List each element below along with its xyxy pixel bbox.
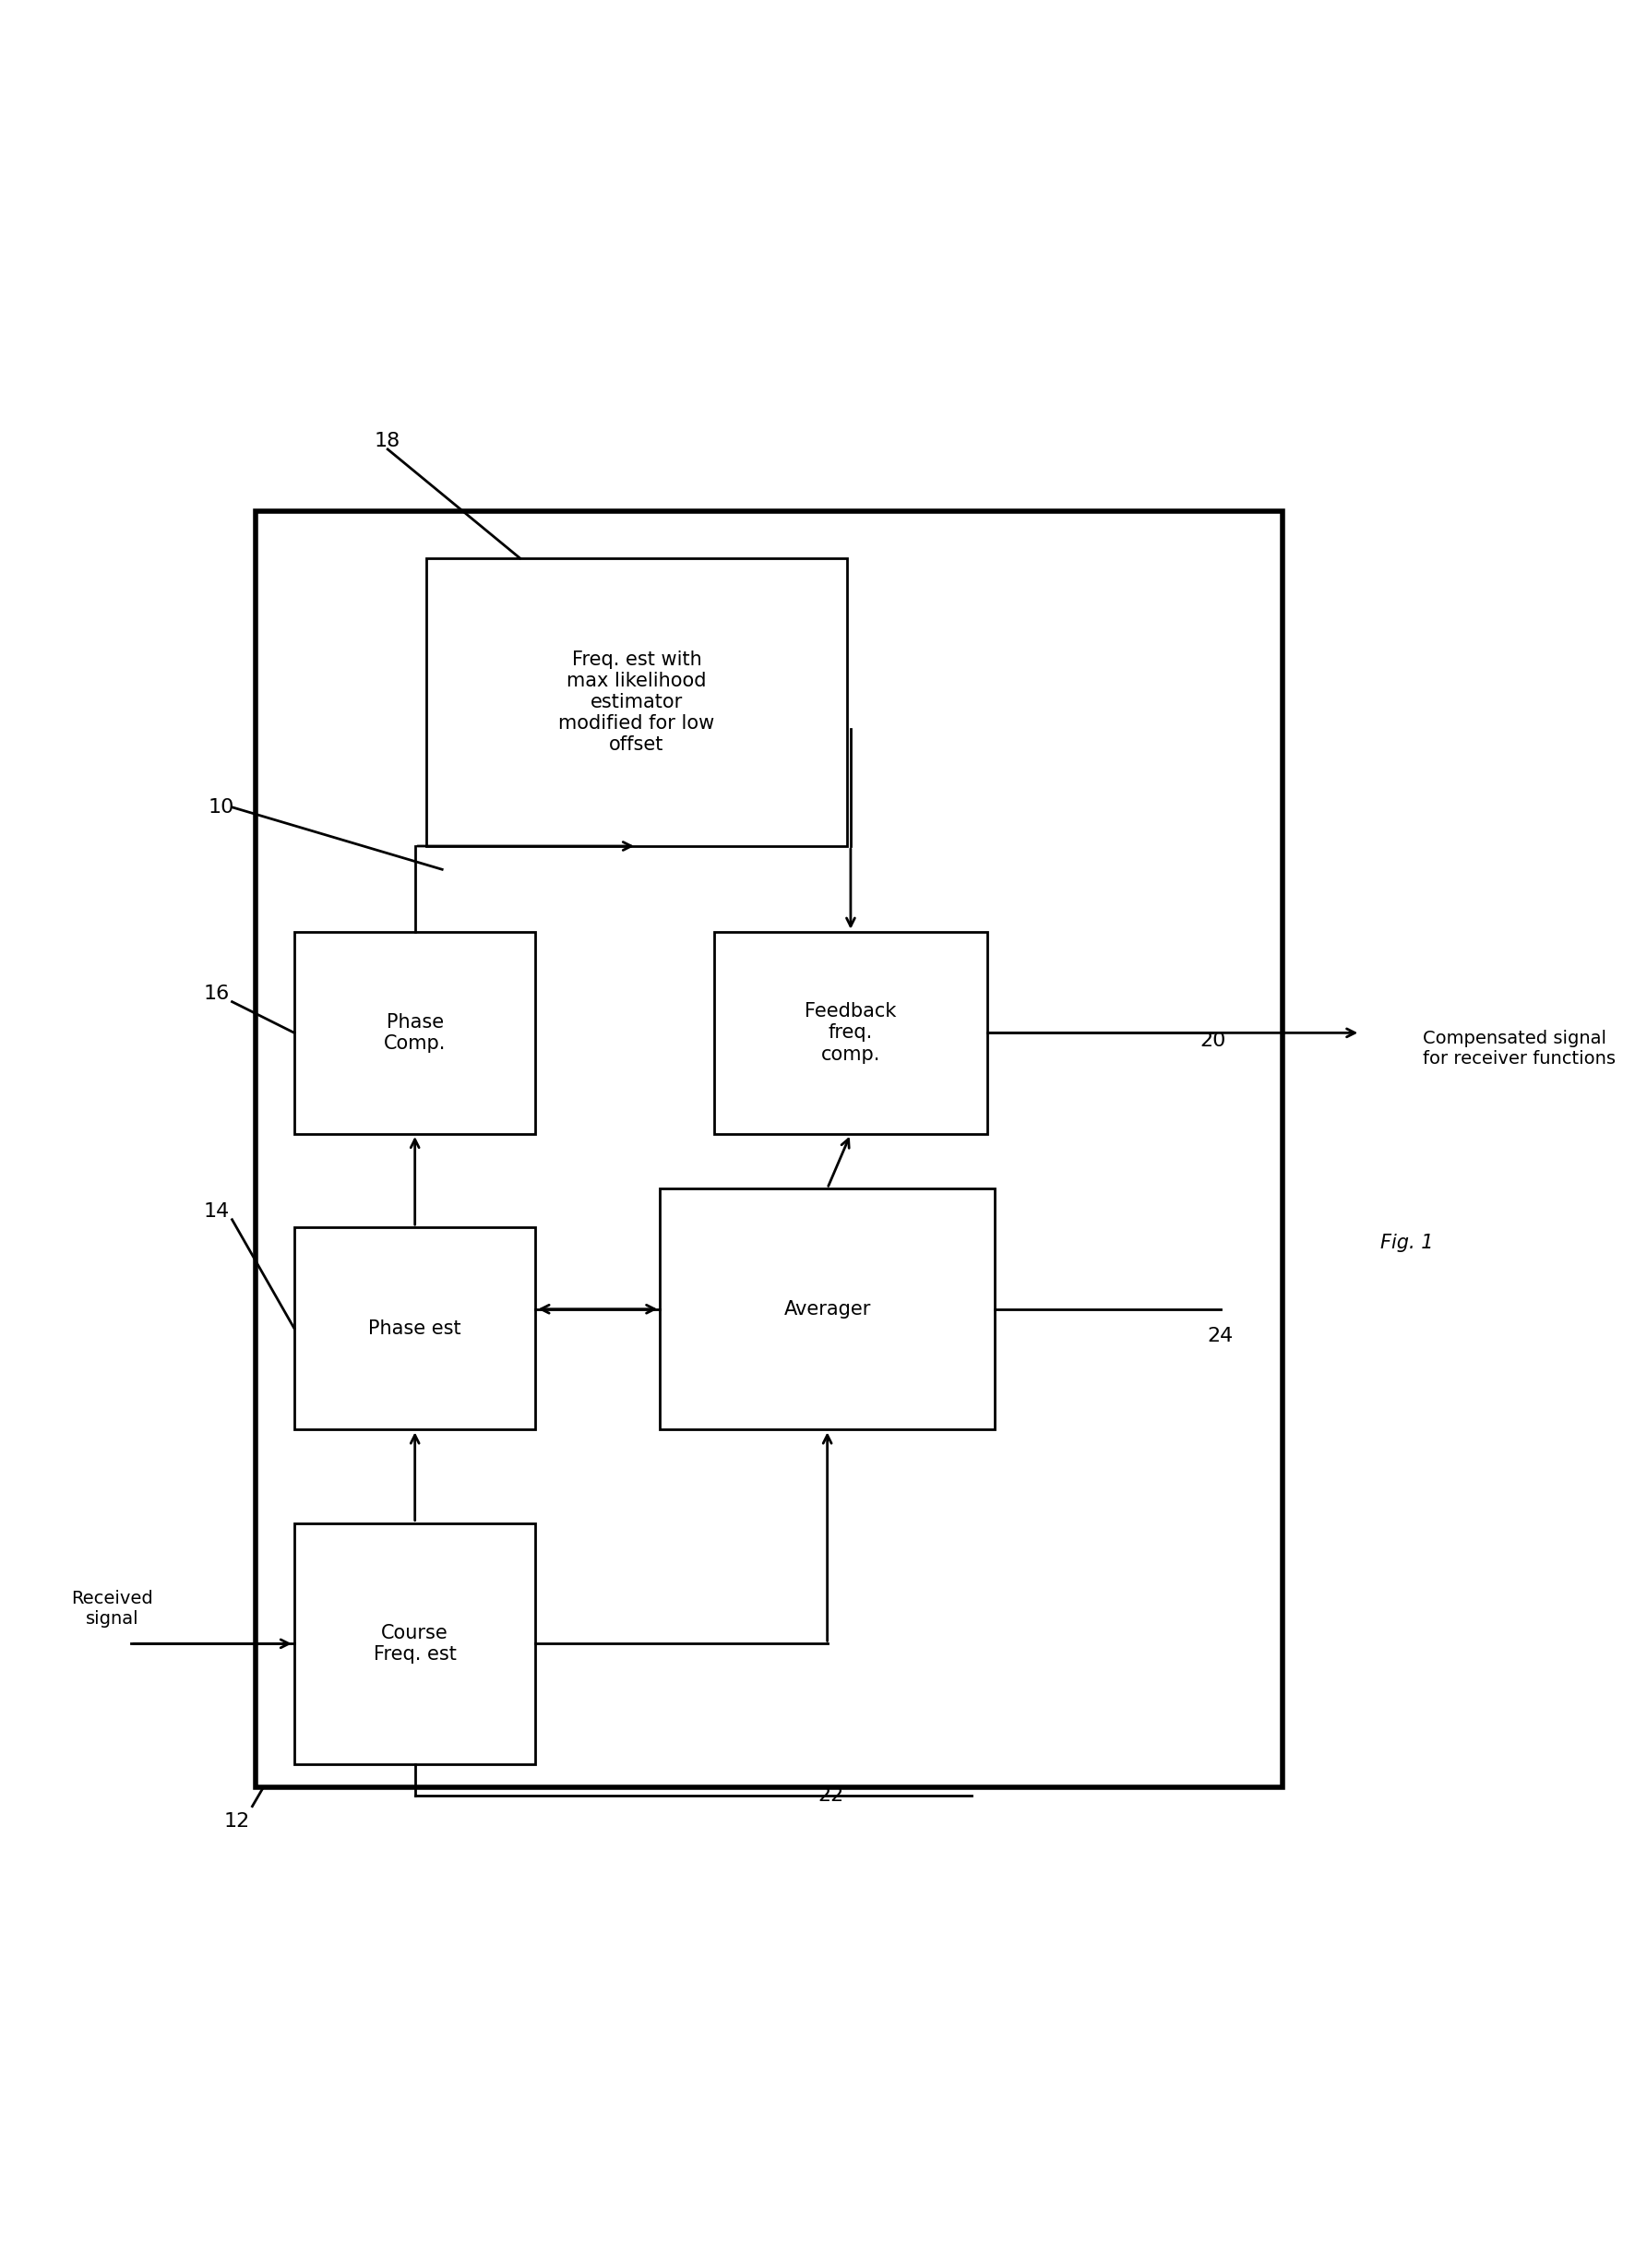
- Text: Received
signal: Received signal: [71, 1590, 153, 1628]
- Text: Compensated signal
for receiver functions: Compensated signal for receiver function…: [1423, 1030, 1616, 1068]
- Bar: [660, 1188, 995, 1429]
- Text: 20: 20: [1199, 1032, 1225, 1050]
- Text: 24: 24: [1207, 1327, 1234, 1345]
- Text: Averager: Averager: [784, 1300, 871, 1318]
- Text: Phase est: Phase est: [369, 1320, 461, 1338]
- Text: Feedback
freq.
comp.: Feedback freq. comp.: [805, 1002, 896, 1064]
- Text: 22: 22: [819, 1787, 845, 1805]
- Text: 14: 14: [204, 1202, 229, 1220]
- Bar: [295, 932, 535, 1134]
- Bar: [715, 932, 987, 1134]
- Text: Course
Freq. est: Course Freq. est: [374, 1624, 456, 1665]
- Text: Phase
Comp.: Phase Comp.: [384, 1014, 446, 1052]
- Bar: [427, 558, 847, 846]
- Text: 16: 16: [204, 984, 229, 1002]
- Text: 10: 10: [208, 798, 234, 816]
- Text: 18: 18: [374, 433, 400, 451]
- Bar: [255, 513, 1283, 1787]
- Text: Freq. est with
max likelihood
estimator
modified for low
offset: Freq. est with max likelihood estimator …: [558, 651, 715, 755]
- Text: 12: 12: [224, 1812, 250, 1830]
- Bar: [295, 1227, 535, 1429]
- Bar: [295, 1524, 535, 1765]
- Text: Fig. 1: Fig. 1: [1380, 1234, 1433, 1252]
